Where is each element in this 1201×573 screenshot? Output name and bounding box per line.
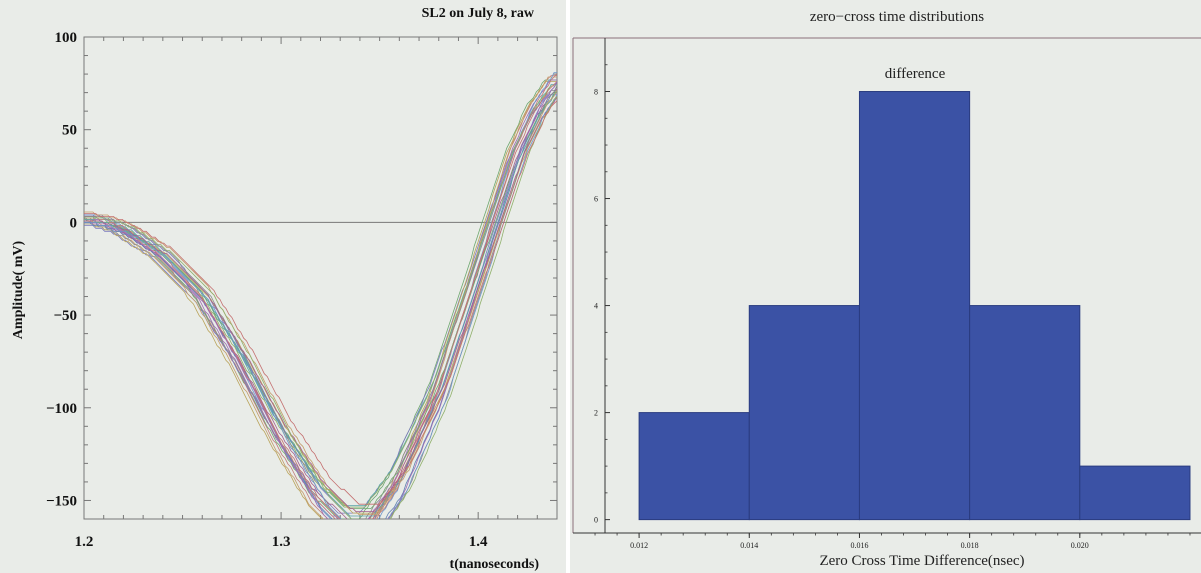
waveform-y-tick-label: −150 bbox=[46, 493, 77, 509]
waveform-x-tick-label: 1.3 bbox=[272, 534, 291, 550]
histogram-bar bbox=[858, 91, 971, 521]
histogram-y-tick-label: 0 bbox=[594, 516, 598, 525]
histogram-x-tick-label: 0.020 bbox=[1071, 541, 1089, 550]
histogram-x-axis-label: Zero Cross Time Difference(nsec) bbox=[819, 553, 1024, 569]
waveform-trace bbox=[84, 81, 557, 519]
histogram-chart-panel: zero−cross time distributions Zero Cross… bbox=[570, 0, 1201, 573]
histogram-y-tick-label: 8 bbox=[594, 88, 598, 97]
waveform-trace bbox=[84, 96, 557, 519]
waveform-traces bbox=[84, 72, 557, 519]
histogram-chart-title: zero−cross time distributions bbox=[810, 9, 984, 25]
waveform-trace bbox=[84, 85, 557, 508]
waveform-trace bbox=[84, 75, 557, 519]
waveform-trace bbox=[84, 85, 557, 519]
waveform-y-tick-label: −50 bbox=[53, 308, 77, 324]
waveform-x-axis-label: t(nanoseconds) bbox=[450, 557, 540, 572]
histogram-x-tick-label: 0.012 bbox=[630, 541, 648, 550]
histogram-bars bbox=[638, 91, 1191, 521]
waveform-trace bbox=[84, 90, 557, 515]
histogram-bar bbox=[969, 305, 1081, 521]
histogram-bar bbox=[748, 305, 860, 521]
histogram-y-tick-label: 4 bbox=[594, 302, 598, 311]
waveform-chart: SL2 on July 8, raw t(nanoseconds) Amplit… bbox=[11, 6, 558, 572]
waveform-trace bbox=[84, 96, 557, 512]
waveform-trace bbox=[84, 84, 557, 507]
waveform-y-axis-label: Amplitude( mV) bbox=[11, 240, 26, 339]
waveform-trace bbox=[84, 79, 557, 519]
waveform-trace bbox=[84, 100, 557, 505]
waveform-trace bbox=[84, 90, 557, 519]
waveform-trace bbox=[84, 85, 557, 519]
waveform-trace bbox=[84, 81, 557, 519]
waveform-trace bbox=[84, 91, 557, 517]
histogram-x-tick-label: 0.014 bbox=[740, 541, 758, 550]
waveform-trace bbox=[84, 97, 557, 514]
histogram-chart: zero−cross time distributions Zero Cross… bbox=[572, 9, 1201, 569]
waveform-y-tick-label: −100 bbox=[46, 401, 77, 417]
histogram-bar bbox=[638, 412, 750, 521]
histogram-y-tick-label: 2 bbox=[594, 409, 598, 418]
waveform-chart-title: SL2 on July 8, raw bbox=[422, 6, 535, 21]
waveform-y-tick-label: 50 bbox=[62, 123, 77, 139]
histogram-bar bbox=[1079, 465, 1191, 521]
waveform-trace bbox=[84, 88, 557, 519]
waveform-trace bbox=[84, 81, 557, 519]
histogram-y-tick-label: 6 bbox=[594, 195, 598, 204]
histogram-x-tick-label: 0.016 bbox=[850, 541, 868, 550]
waveform-trace bbox=[84, 81, 557, 519]
histogram-x-tick-label: 0.018 bbox=[961, 541, 979, 550]
waveform-y-tick-label: 100 bbox=[55, 30, 78, 46]
waveform-x-tick-label: 1.2 bbox=[75, 534, 94, 550]
waveform-trace bbox=[84, 90, 557, 509]
waveform-trace bbox=[84, 76, 557, 519]
histogram-annotation-difference: difference bbox=[885, 66, 946, 82]
waveform-y-tick-label: 0 bbox=[70, 215, 78, 231]
waveform-trace bbox=[84, 72, 557, 519]
waveform-trace bbox=[84, 94, 557, 519]
waveform-chart-panel: SL2 on July 8, raw t(nanoseconds) Amplit… bbox=[0, 0, 566, 573]
waveform-trace bbox=[84, 94, 557, 514]
waveform-x-tick-label: 1.4 bbox=[469, 534, 488, 550]
waveform-trace bbox=[84, 79, 557, 519]
